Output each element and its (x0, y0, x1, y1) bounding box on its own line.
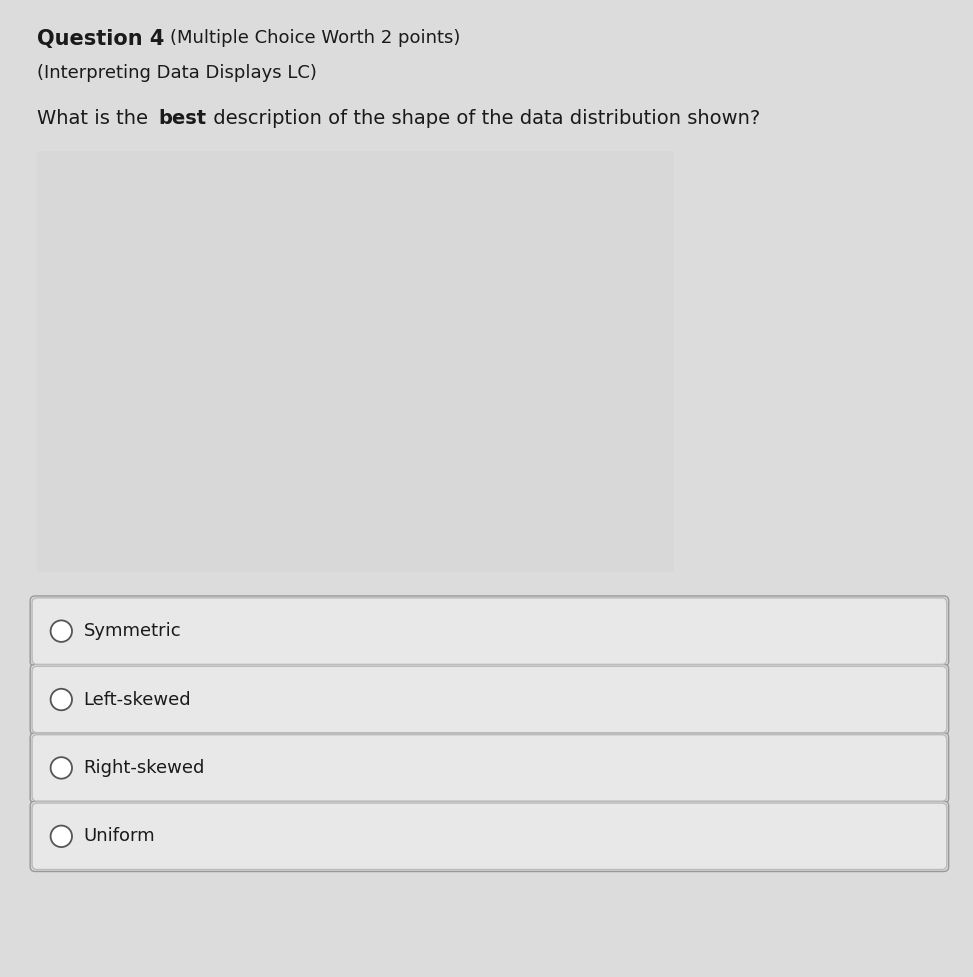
Text: Uniform: Uniform (84, 828, 156, 845)
Bar (342, 319, 422, 515)
Bar (422, 255, 503, 515)
Text: description of the shape of the data distribution shown?: description of the shape of the data dis… (207, 109, 761, 128)
Bar (584, 255, 665, 515)
Text: Question 4: Question 4 (37, 29, 164, 49)
Bar (262, 363, 342, 515)
Text: Left-skewed: Left-skewed (84, 691, 192, 708)
Text: (Interpreting Data Displays LC): (Interpreting Data Displays LC) (37, 64, 317, 81)
Bar (181, 406, 262, 515)
Y-axis label: Frequency: Frequency (54, 302, 68, 381)
Bar (503, 190, 584, 515)
Text: What is the: What is the (37, 109, 155, 128)
Text: (Multiple Choice Worth 2 points): (Multiple Choice Worth 2 points) (170, 29, 460, 47)
Text: best: best (159, 109, 206, 128)
Bar (100, 472, 181, 515)
Text: Right-skewed: Right-skewed (84, 759, 205, 777)
Text: Symmetric: Symmetric (84, 622, 181, 640)
